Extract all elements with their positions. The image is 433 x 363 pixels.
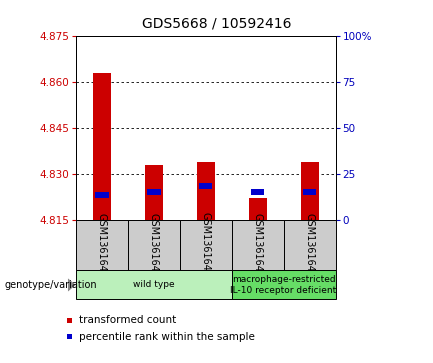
Bar	[301, 162, 319, 220]
Text: macrophage-restricted
IL-10 receptor deficient: macrophage-restricted IL-10 receptor def…	[230, 275, 337, 295]
Bar	[232, 270, 336, 299]
Text: percentile rank within the sample: percentile rank within the sample	[79, 332, 255, 342]
Bar	[180, 220, 232, 270]
Bar	[145, 165, 163, 220]
Bar	[232, 220, 284, 270]
Bar	[67, 318, 72, 323]
Bar	[251, 189, 265, 195]
Bar	[249, 198, 267, 220]
Polygon shape	[68, 278, 76, 291]
Text: GSM1361640: GSM1361640	[97, 212, 107, 278]
Text: GSM1361641: GSM1361641	[149, 212, 159, 278]
Bar	[303, 189, 317, 195]
Text: GSM1361644: GSM1361644	[304, 212, 315, 278]
Text: GSM1361643: GSM1361643	[252, 212, 263, 278]
Text: wild type: wild type	[133, 281, 174, 289]
Text: GDS5668 / 10592416: GDS5668 / 10592416	[142, 16, 291, 30]
Bar	[67, 334, 72, 339]
Bar	[95, 192, 109, 198]
Bar	[199, 183, 213, 189]
Bar	[76, 220, 128, 270]
Text: GSM1361642: GSM1361642	[200, 212, 211, 278]
Text: transformed count: transformed count	[79, 315, 176, 326]
Bar	[76, 270, 232, 299]
Bar	[93, 73, 111, 220]
Bar	[128, 220, 180, 270]
Text: genotype/variation: genotype/variation	[4, 280, 97, 290]
Bar	[147, 189, 161, 195]
Bar	[284, 220, 336, 270]
Bar	[197, 162, 215, 220]
